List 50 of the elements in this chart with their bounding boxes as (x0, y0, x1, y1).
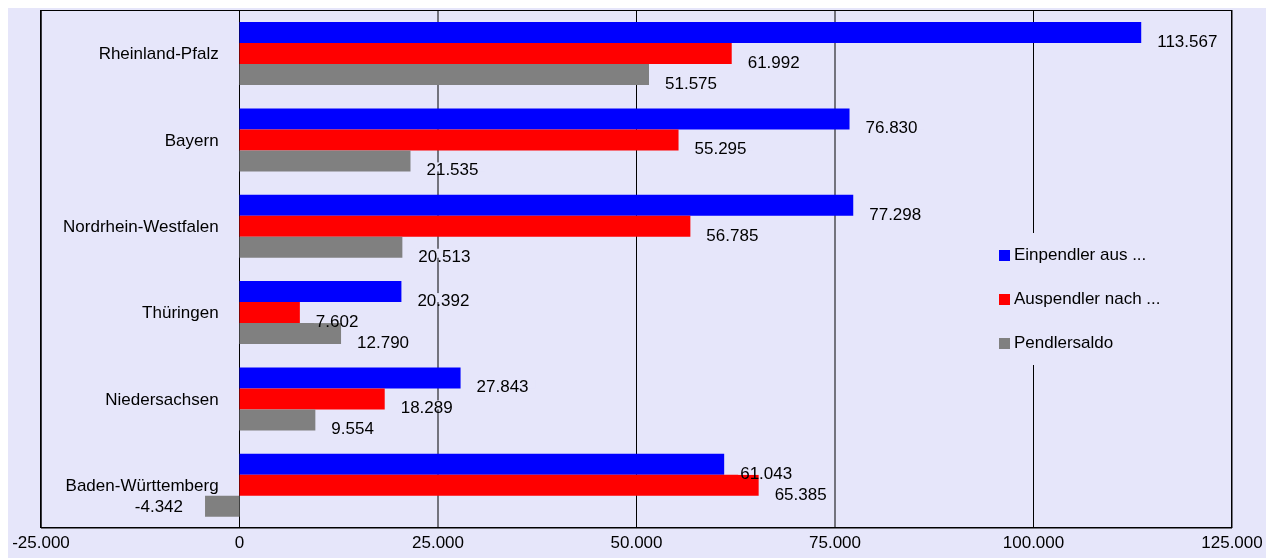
data-label: 20.392 (417, 291, 470, 311)
bar (239, 129, 679, 151)
bar (239, 453, 725, 475)
x-tick-label: 75.000 (809, 533, 861, 553)
data-label: 56.785 (706, 225, 759, 245)
bar (239, 43, 732, 65)
data-label: 21.535 (426, 160, 479, 180)
bar (239, 108, 850, 130)
x-tick-label: 100.000 (1002, 533, 1065, 553)
x-tick-label: 25.000 (412, 533, 464, 553)
bar (239, 409, 316, 431)
bar (239, 64, 650, 86)
bar (239, 215, 691, 237)
data-label: 51.575 (665, 74, 718, 94)
y-tick-label: Bayern (164, 130, 219, 150)
data-label: 27.843 (476, 377, 529, 397)
bar (239, 236, 403, 258)
x-tick-label: 50.000 (610, 533, 663, 553)
y-tick-label: Niedersachsen (105, 389, 219, 409)
bar (239, 367, 461, 389)
y-tick-label: Nordrhein-Westfalen (63, 216, 219, 236)
data-label: 9.554 (331, 419, 374, 439)
data-label: 12.790 (357, 333, 410, 353)
x-tick-label: 125.000 (1201, 533, 1263, 553)
y-tick-label: Rheinland-Pfalz (98, 44, 219, 64)
y-tick-label: Thüringen (142, 303, 219, 323)
data-label: 18.289 (400, 398, 453, 418)
bar (239, 388, 385, 410)
data-label: 55.295 (694, 139, 747, 159)
data-label: 65.385 (774, 484, 827, 504)
data-label: 76.830 (865, 118, 918, 138)
bar (239, 150, 411, 172)
data-label: 77.298 (869, 204, 922, 224)
data-label: 7.602 (315, 312, 359, 332)
data-label: 61.043 (740, 463, 793, 483)
legend-label: Einpendler aus ... (1014, 245, 1147, 264)
legend-label: Pendlersaldo (1014, 333, 1114, 352)
bar (239, 22, 1142, 44)
y-tick-label: Baden-Württemberg (65, 475, 219, 495)
x-tick-label: -25.000 (12, 533, 70, 553)
bar (239, 302, 300, 324)
x-tick-label: 0 (234, 533, 245, 553)
bar (239, 281, 402, 303)
bar (205, 495, 240, 517)
data-label: 61.992 (747, 53, 800, 73)
data-label: 113.567 (1157, 32, 1218, 52)
legend-label: Auspendler nach ... (1014, 289, 1161, 308)
data-label: -4.342 (134, 497, 184, 517)
data-label: 20.513 (418, 246, 471, 266)
bar (239, 194, 854, 216)
